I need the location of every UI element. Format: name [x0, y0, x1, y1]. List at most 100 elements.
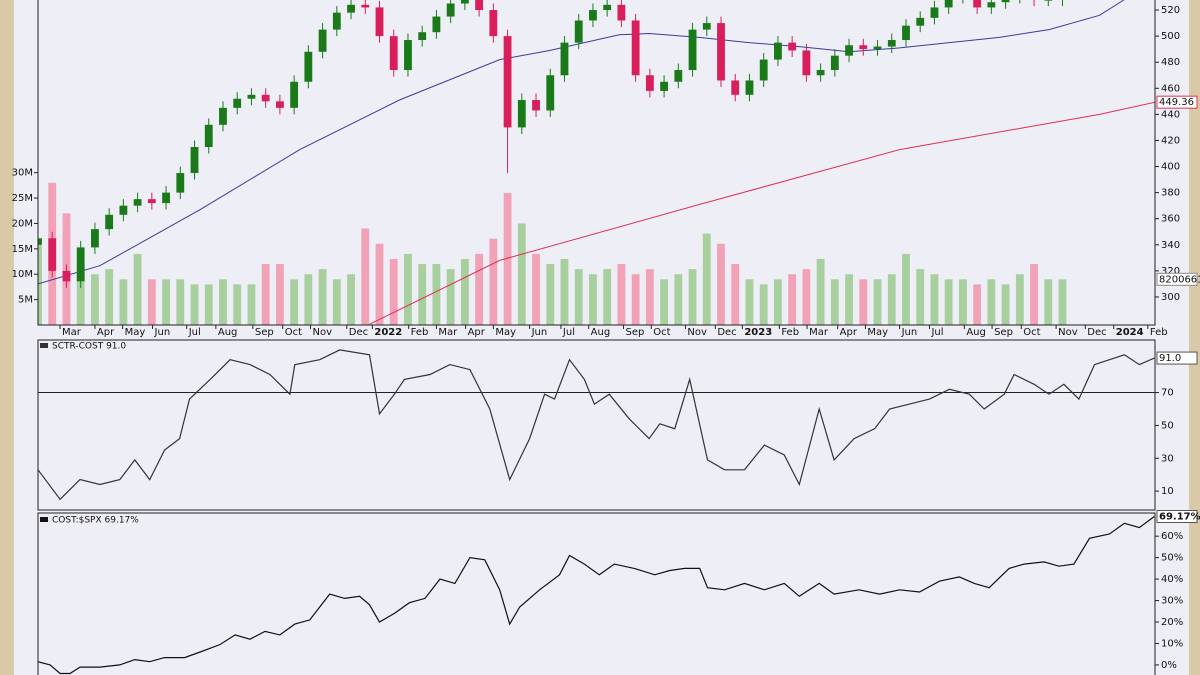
volume-bar [802, 269, 811, 325]
volume-bar [944, 279, 953, 325]
panel-frame [37, 0, 1156, 326]
x-tick-label: Sep [994, 327, 1013, 338]
volume-bar [930, 274, 939, 325]
volume-bar [446, 269, 455, 325]
volume-bar [788, 274, 797, 325]
candle-body [290, 81, 299, 108]
volume-bar [1001, 284, 1010, 325]
candle-body [38, 238, 42, 245]
candle-body [816, 70, 825, 76]
candle-body [617, 4, 626, 21]
last-value-box [1156, 95, 1198, 109]
y-tick-label: 480 [1161, 57, 1180, 68]
candle-body [432, 16, 441, 33]
y-tick-label: 520 [1161, 5, 1180, 16]
volume-bar [233, 284, 242, 325]
volume-bar [830, 279, 839, 325]
candle-body [859, 45, 868, 50]
legend-swatch [40, 517, 48, 522]
volume-bar [432, 264, 441, 325]
ratio-panel [38, 516, 1155, 675]
y-tick-label: 20% [1161, 617, 1183, 628]
y-tick-label: 500 [1161, 31, 1180, 42]
x-tick-label: Jun [154, 327, 171, 338]
candle-body [546, 75, 555, 111]
y-tick-label: 400 [1161, 162, 1180, 173]
candle-body [788, 42, 797, 51]
volume-bar [318, 269, 327, 325]
volume-bar [418, 264, 427, 325]
candle-body [589, 10, 597, 21]
candle-body [674, 70, 683, 82]
y-tick-label: 50% [1161, 553, 1183, 564]
candle-body [418, 32, 427, 41]
x-tick-label: May [125, 327, 146, 338]
candle-body [332, 12, 341, 30]
volume-bar [902, 253, 910, 325]
volume-bar [631, 274, 640, 325]
price-panel [38, 0, 1155, 325]
volume-bar [404, 253, 412, 325]
candle-body [802, 50, 811, 76]
legend-swatch [40, 343, 48, 348]
y-tick-label: 360 [1161, 214, 1180, 225]
volume-bar [645, 269, 654, 325]
candle-body [930, 7, 939, 18]
volume-bar [517, 223, 526, 325]
candle-body [446, 3, 455, 17]
volume-bar [717, 243, 725, 325]
volume-bar [759, 284, 768, 325]
volume-bar [162, 279, 170, 325]
volume-bar [845, 274, 853, 325]
moving-average [369, 101, 1155, 325]
volume-bar [774, 279, 782, 325]
x-tick-label: Sep [626, 327, 645, 338]
background [14, 0, 1189, 675]
volume-bar [147, 279, 156, 325]
x-tick-label: Apr [840, 327, 858, 338]
candle-body [873, 46, 882, 50]
candle-body [190, 146, 199, 174]
volume-bar [574, 269, 583, 325]
x-tick-label: Aug [591, 327, 611, 338]
volume-bar [617, 264, 626, 325]
x-tick-label: Oct [1023, 327, 1040, 338]
candle-body [845, 45, 853, 56]
x-tick-label: May [867, 327, 888, 338]
volume-bar [503, 192, 512, 325]
volume-tick-label: 20M [12, 218, 33, 229]
candle-body [489, 10, 498, 37]
x-tick-label: Nov [312, 327, 332, 338]
panel-frame [37, 512, 1156, 675]
last-value-label: 69.17% [1159, 511, 1200, 522]
volume-bar [119, 279, 128, 325]
candle-body [147, 199, 156, 204]
volume-bar [38, 243, 42, 325]
volume-bar [261, 264, 270, 325]
x-tick-label: Apr [468, 327, 486, 338]
candle-body [660, 81, 669, 91]
candle-body [517, 100, 526, 128]
x-tick-label: Apr [97, 327, 115, 338]
y-tick-label: 340 [1161, 240, 1180, 251]
volume-bar [674, 274, 683, 325]
candle-body [887, 40, 896, 47]
candle-body [702, 23, 711, 30]
y-tick-label: 300 [1161, 292, 1180, 303]
volume-bar [859, 279, 868, 325]
volume-bar [375, 243, 384, 325]
volume-bar [304, 274, 313, 325]
candle-body [105, 214, 114, 230]
last-value-label: 8200661 [1159, 274, 1200, 285]
candle-body [119, 205, 128, 215]
candle-body [133, 199, 142, 206]
y-tick-label: 60% [1161, 531, 1183, 542]
candle-body [944, 0, 953, 8]
volume-bar [332, 279, 341, 325]
y-tick-label: 50 [1161, 420, 1174, 431]
x-tick-label: Oct [285, 327, 302, 338]
last-value-label: 449.36 [1159, 97, 1194, 108]
y-tick-label: 70 [1161, 388, 1174, 399]
x-tick-label: Dec [717, 327, 736, 338]
volume-bar [973, 284, 982, 325]
